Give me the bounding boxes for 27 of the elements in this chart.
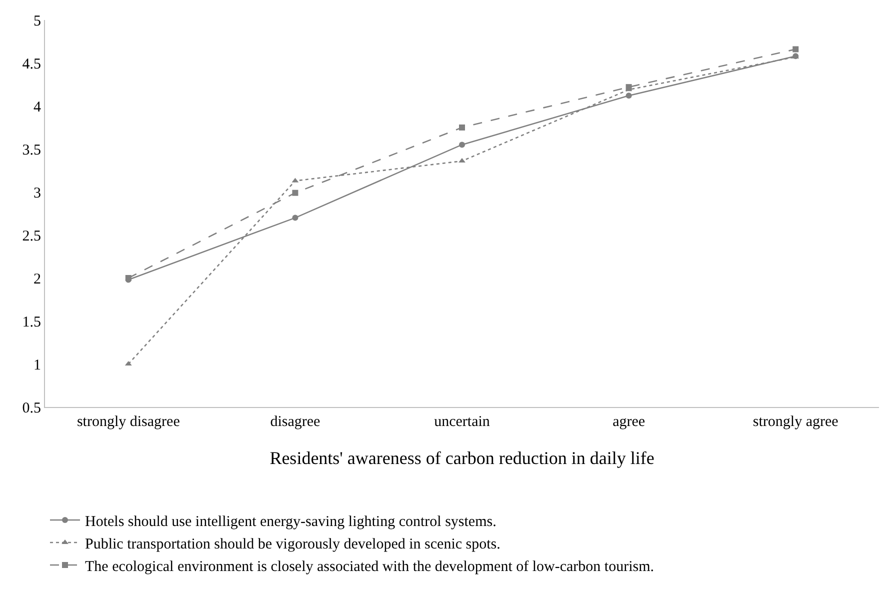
legend-label: Hotels should use intelligent energy-saving lighting control systems.	[85, 514, 496, 530]
point	[292, 190, 298, 196]
y-tick-label: 2.5	[22, 228, 41, 244]
y-tick-label: 4	[34, 99, 42, 116]
y-tick-label: 3.5	[22, 142, 41, 158]
x-tick-label: strongly disagree	[76, 414, 180, 430]
point	[459, 142, 465, 148]
y-tick-label: 0.5	[22, 400, 41, 416]
y-tick-label: 4.5	[22, 56, 41, 72]
y-tick-label: 5	[34, 13, 41, 30]
point	[792, 46, 799, 52]
point	[626, 92, 632, 99]
y-tick-label: 2	[34, 271, 41, 288]
point	[626, 84, 632, 90]
point	[292, 214, 298, 221]
y-tick-label: 1.5	[22, 314, 41, 330]
x-tick-label: uncertain	[434, 414, 490, 430]
legend-label: Public transportation should be vigorously developed in scenic spots.	[85, 536, 500, 552]
legend-label: The ecological environment is closely associated with the development of low-carbon tourism.	[85, 558, 654, 575]
y-tick-label: 1	[34, 357, 41, 374]
x-axis-title: Residents' awareness of carbon reduction in daily life	[270, 448, 654, 468]
y-tick-label: 3	[34, 185, 41, 202]
point	[458, 158, 466, 163]
x-tick-label: strongly agree	[752, 414, 839, 430]
x-tick-label: agree	[612, 414, 646, 430]
x-tick-label: disagree	[270, 414, 321, 430]
point	[459, 124, 465, 130]
